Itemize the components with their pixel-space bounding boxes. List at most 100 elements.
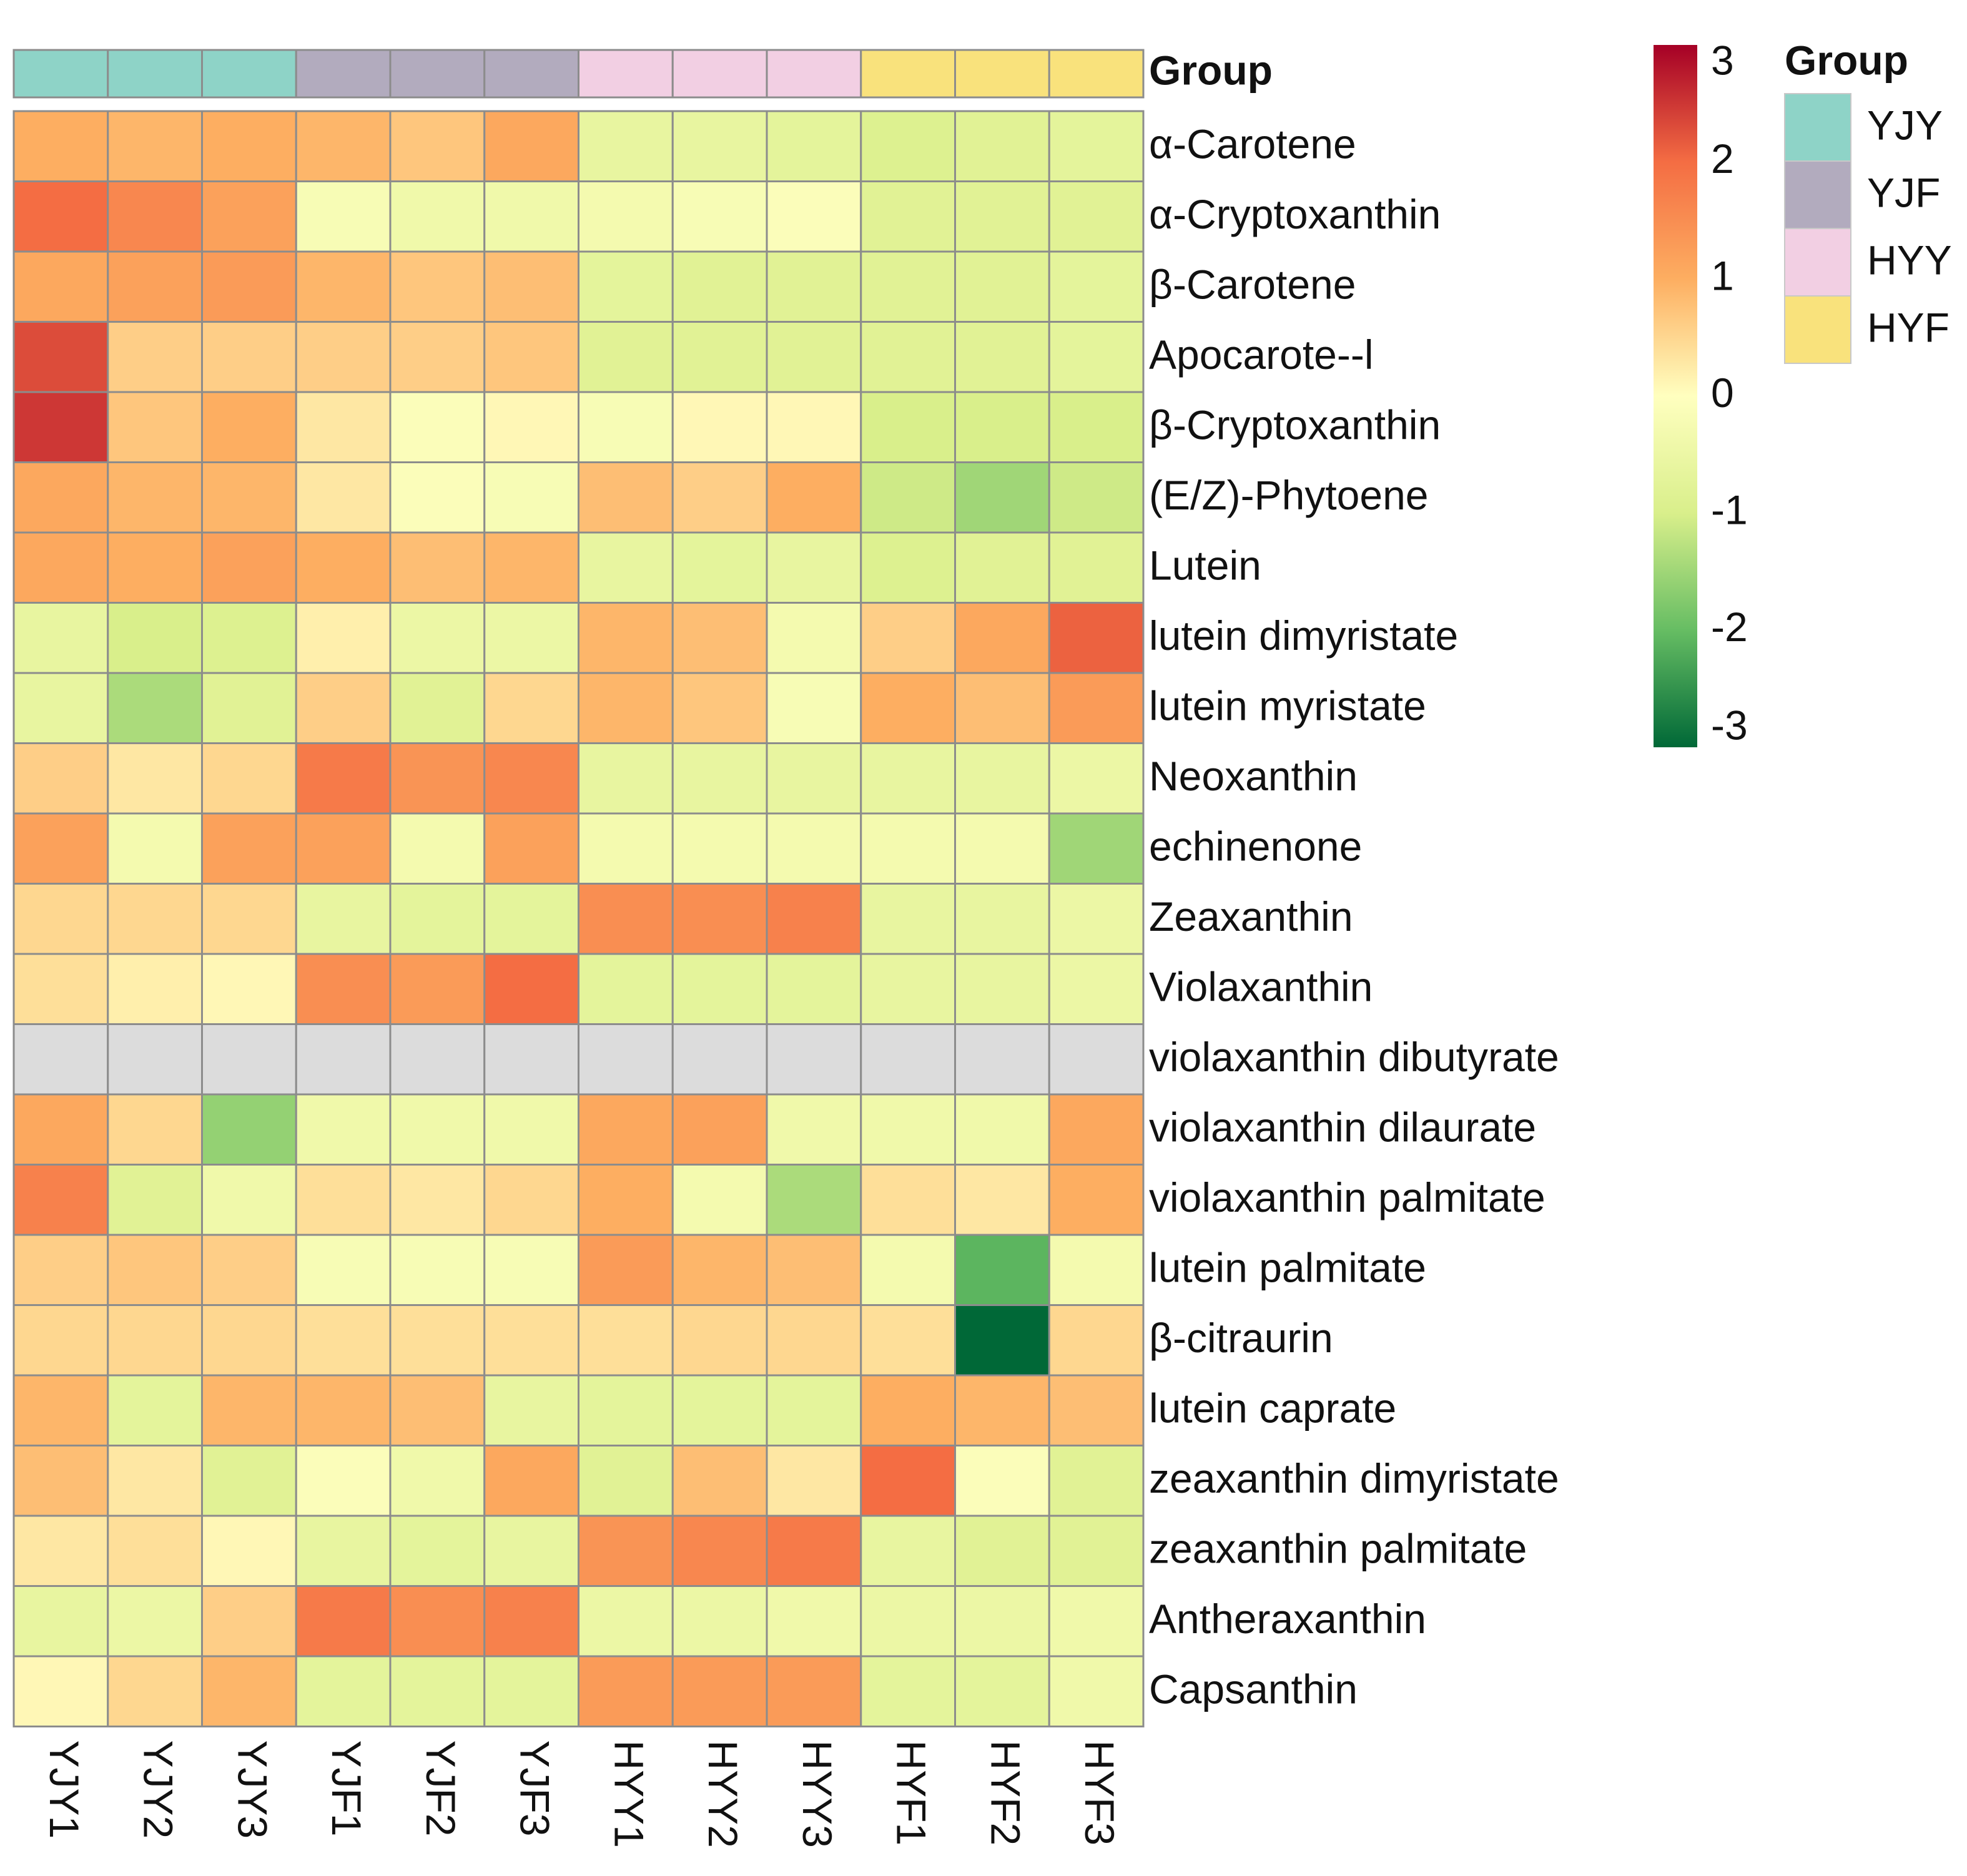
heatmap-cell-cryptoxanthin-hyf1 — [860, 180, 956, 253]
heatmap-cell-citraurin-hyy3 — [766, 1304, 862, 1377]
heatmap-cell-echinenone-hyy1 — [578, 812, 674, 885]
heatmap-cell-lutein-caprate-hyf3 — [1048, 1374, 1145, 1446]
heatmap-cell-carotene-hyf3 — [1048, 110, 1145, 182]
heatmap-cell-violaxanthin-dibutyrate-hyy1 — [578, 1023, 674, 1096]
annotation-cell-yjy3 — [201, 49, 297, 99]
heatmap-cell-lutein-caprate-hyy2 — [671, 1374, 768, 1446]
heatmap-cell-e-z-phytoene-yjy1 — [12, 461, 109, 534]
heatmap-cell-violaxanthin-yjy2 — [107, 953, 203, 1025]
heatmap-cell-neoxanthin-yjf3 — [483, 742, 579, 815]
heatmap-cell-lutein-myristate-hyf3 — [1048, 672, 1145, 744]
heatmap-cell-neoxanthin-yjf2 — [389, 742, 486, 815]
legend-label-hyf: HYF — [1867, 304, 1950, 350]
heatmap-cell-violaxanthin-dibutyrate-hyf2 — [954, 1023, 1050, 1096]
heatmap-cell-cryptoxanthin-yjf2 — [389, 391, 486, 463]
row-label-neoxanthin: Neoxanthin — [1149, 753, 1358, 799]
row-label-zeaxanthin-dimyristate: zeaxanthin dimyristate — [1149, 1455, 1559, 1501]
heatmap-cell-antheraxanthin-yjy3 — [201, 1585, 297, 1657]
heatmap-cell-violaxanthin-palmitate-yjy1 — [12, 1164, 109, 1236]
heatmap-cell-citraurin-yjy1 — [12, 1304, 109, 1377]
annotation-cell-hyy1 — [578, 49, 674, 99]
heatmap-cell-echinenone-yjf1 — [295, 812, 392, 885]
heatmap-cell-lutein-myristate-yjy3 — [201, 672, 297, 744]
group-annotation-bar — [12, 49, 1145, 99]
heatmap-cell-lutein-caprate-hyy1 — [578, 1374, 674, 1446]
row-label-capsanthin: Capsanthin — [1149, 1666, 1358, 1712]
heatmap-cell-capsanthin-yjy1 — [12, 1655, 109, 1727]
heatmap-cell-zeaxanthin-palmitate-yjf1 — [295, 1515, 392, 1587]
heatmap-cell-cryptoxanthin-hyy2 — [671, 180, 768, 253]
heatmap-cell-zeaxanthin-dimyristate-yjf2 — [389, 1445, 486, 1517]
heatmap-cell-e-z-phytoene-hyy1 — [578, 461, 674, 534]
heatmap-cell-citraurin-yjy3 — [201, 1304, 297, 1377]
heatmap-cell-apocarote-l-yjf1 — [295, 321, 392, 393]
heatmap-cell-lutein-dimyristate-yjf3 — [483, 602, 579, 674]
heatmap-cell-capsanthin-hyy3 — [766, 1655, 862, 1727]
heatmap-cell-violaxanthin-dibutyrate-yjf1 — [295, 1023, 392, 1096]
column-label-hyy3: HYY3 — [794, 1741, 841, 1848]
heatmap-cell-cryptoxanthin-hyy3 — [766, 180, 862, 253]
row-label-carotene: α-Carotene — [1149, 121, 1356, 167]
heatmap-cell-violaxanthin-dilaurate-yjy2 — [107, 1093, 203, 1166]
heatmap-cell-zeaxanthin-hyf3 — [1048, 883, 1145, 955]
heatmap-cell-cryptoxanthin-hyf2 — [954, 180, 1050, 253]
heatmap-cell-violaxanthin-palmitate-hyy3 — [766, 1164, 862, 1236]
heatmap-cell-violaxanthin-palmitate-yjf3 — [483, 1164, 579, 1236]
colorbar-tick-2: 2 — [1711, 135, 1734, 182]
heatmap-cell-antheraxanthin-yjf3 — [483, 1585, 579, 1657]
heatmap-cell-cryptoxanthin-hyy3 — [766, 391, 862, 463]
heatmap-cell-e-z-phytoene-hyf2 — [954, 461, 1050, 534]
heatmap-cell-cryptoxanthin-yjy1 — [12, 391, 109, 463]
heatmap-cell-apocarote-l-hyy3 — [766, 321, 862, 393]
heatmap-cells — [12, 110, 1145, 1727]
heatmap-cell-e-z-phytoene-yjy3 — [201, 461, 297, 534]
annotation-cell-hyy2 — [671, 49, 768, 99]
heatmap-cell-cryptoxanthin-yjf1 — [295, 180, 392, 253]
heatmap-cell-cryptoxanthin-hyy2 — [671, 391, 768, 463]
heatmap-cell-lutein-palmitate-hyf1 — [860, 1234, 956, 1306]
heatmap-cell-violaxanthin-palmitate-yjf2 — [389, 1164, 486, 1236]
heatmap-cell-violaxanthin-dibutyrate-yjf2 — [389, 1023, 486, 1096]
legend-label-yjf: YJF — [1867, 169, 1940, 215]
heatmap-cell-zeaxanthin-palmitate-hyf1 — [860, 1515, 956, 1587]
heatmap-cell-violaxanthin-palmitate-yjf1 — [295, 1164, 392, 1236]
column-label-hyf2: HYF2 — [982, 1741, 1028, 1846]
heatmap-cell-lutein-dimyristate-yjy3 — [201, 602, 297, 674]
heatmap-cell-violaxanthin-dibutyrate-yjy2 — [107, 1023, 203, 1096]
legend-swatch-hyy — [1784, 228, 1851, 297]
heatmap-cell-capsanthin-yjf3 — [483, 1655, 579, 1727]
heatmap-cell-e-z-phytoene-yjf3 — [483, 461, 579, 534]
heatmap-cell-cryptoxanthin-yjf2 — [389, 180, 486, 253]
heatmap-cell-citraurin-yjy2 — [107, 1304, 203, 1377]
legend-label-yjy: YJY — [1867, 102, 1943, 148]
heatmap-cell-capsanthin-hyf3 — [1048, 1655, 1145, 1727]
heatmap-cell-zeaxanthin-dimyristate-hyf2 — [954, 1445, 1050, 1517]
heatmap-cell-violaxanthin-hyy1 — [578, 953, 674, 1025]
heatmap-cell-lutein-yjy1 — [12, 531, 109, 604]
heatmap-cell-lutein-palmitate-hyy2 — [671, 1234, 768, 1306]
heatmap-cell-violaxanthin-dilaurate-hyy2 — [671, 1093, 768, 1166]
heatmap-cell-neoxanthin-hyy1 — [578, 742, 674, 815]
heatmap-cell-neoxanthin-hyy2 — [671, 742, 768, 815]
heatmap-cell-violaxanthin-dibutyrate-hyy2 — [671, 1023, 768, 1096]
column-label-hyf3: HYF3 — [1077, 1741, 1123, 1846]
heatmap-cell-lutein-dimyristate-hyf3 — [1048, 602, 1145, 674]
annotation-cell-yjf1 — [295, 49, 392, 99]
heatmap-cell-cryptoxanthin-hyy1 — [578, 391, 674, 463]
heatmap-cell-zeaxanthin-yjy1 — [12, 883, 109, 955]
heatmap-cell-lutein-dimyristate-yjf1 — [295, 602, 392, 674]
heatmap-cell-zeaxanthin-palmitate-yjy3 — [201, 1515, 297, 1587]
heatmap-cell-lutein-palmitate-hyy1 — [578, 1234, 674, 1306]
heatmap-cell-lutein-palmitate-yjy3 — [201, 1234, 297, 1306]
heatmap-cell-antheraxanthin-yjy2 — [107, 1585, 203, 1657]
heatmap-cell-e-z-phytoene-yjf1 — [295, 461, 392, 534]
heatmap-cell-violaxanthin-dibutyrate-hyf1 — [860, 1023, 956, 1096]
heatmap-cell-lutein-palmitate-hyf3 — [1048, 1234, 1145, 1306]
heatmap-cell-lutein-hyy3 — [766, 531, 862, 604]
heatmap-cell-cryptoxanthin-yjf3 — [483, 180, 579, 253]
heatmap-cell-echinenone-yjy1 — [12, 812, 109, 885]
heatmap-cell-violaxanthin-dilaurate-yjf3 — [483, 1093, 579, 1166]
heatmap-cell-lutein-caprate-yjy2 — [107, 1374, 203, 1446]
column-label-yjf2: YJF2 — [418, 1741, 464, 1837]
heatmap-cell-zeaxanthin-palmitate-yjy2 — [107, 1515, 203, 1587]
